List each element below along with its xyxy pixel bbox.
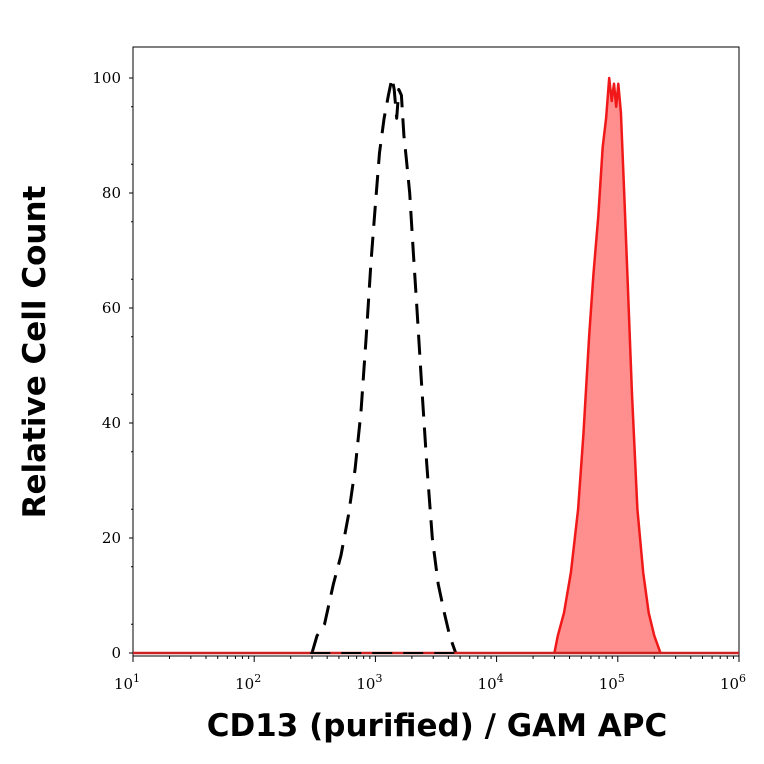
histogram-fill-series-1 bbox=[554, 78, 661, 653]
x-tick-label: 102 bbox=[235, 672, 261, 693]
x-tick-label: 106 bbox=[720, 672, 746, 693]
y-tick-label: 0 bbox=[111, 644, 121, 662]
x-axis-title: CD13 (purified) / GAM APC bbox=[207, 708, 668, 744]
y-tick-label: 60 bbox=[102, 299, 121, 317]
series-layer bbox=[133, 76, 739, 655]
y-tick-label: 40 bbox=[102, 414, 121, 432]
y-tick-label: 20 bbox=[102, 529, 121, 547]
x-axis: 101 102 103 104 105 106 bbox=[114, 656, 746, 693]
x-tick-label: 103 bbox=[356, 672, 382, 693]
x-tick-label: 104 bbox=[478, 672, 504, 693]
plot-frame bbox=[132, 46, 740, 657]
histogram-dashed-series-0 bbox=[310, 76, 458, 654]
x-tick-label: 105 bbox=[599, 672, 625, 693]
y-axis-title: Relative Cell Count bbox=[17, 185, 53, 518]
x-tick-label: 101 bbox=[114, 672, 140, 693]
y-axis: 0 20 40 60 80 100 bbox=[92, 69, 133, 662]
histogram-outline-series-1 bbox=[553, 76, 662, 654]
y-tick-label: 100 bbox=[92, 69, 121, 87]
y-tick-label: 80 bbox=[102, 184, 121, 202]
